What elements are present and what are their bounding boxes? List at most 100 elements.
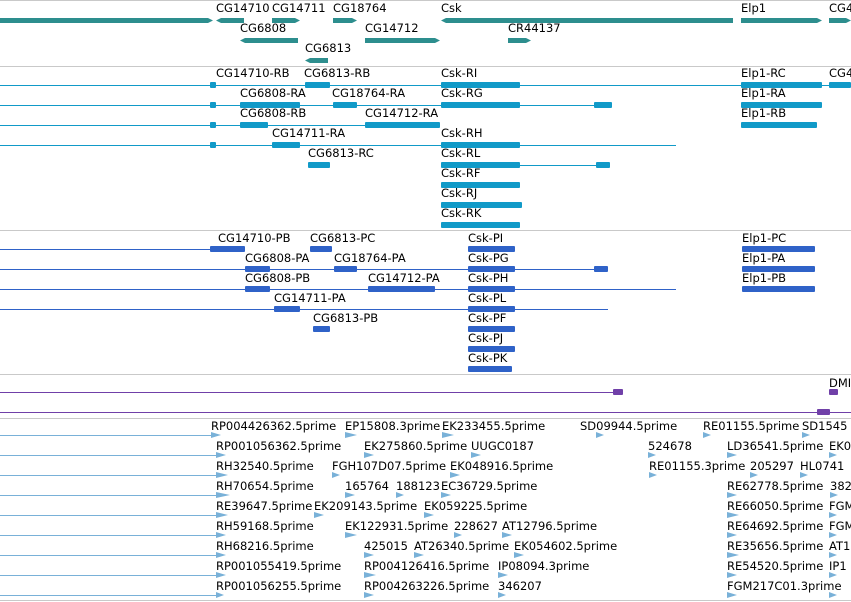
- protein-block[interactable]: [245, 286, 270, 292]
- gene-feature[interactable]: [216, 18, 244, 23]
- est-mark[interactable]: [829, 532, 837, 538]
- transcript-exon[interactable]: [441, 162, 520, 168]
- transcript-exon[interactable]: [365, 122, 440, 128]
- gene-feature[interactable]: [272, 18, 300, 23]
- gene-feature[interactable]: [508, 38, 531, 43]
- est-mark[interactable]: [829, 512, 837, 518]
- protein-block[interactable]: [310, 246, 332, 252]
- protein-block[interactable]: [468, 306, 515, 312]
- est-mark[interactable]: [649, 472, 657, 478]
- transcript-exon[interactable]: [441, 82, 520, 88]
- est-mark[interactable]: [364, 572, 376, 578]
- est-mark[interactable]: [829, 592, 837, 598]
- transcript-exon[interactable]: [210, 142, 216, 148]
- protein-block[interactable]: [210, 246, 245, 252]
- est-mark[interactable]: [829, 572, 837, 578]
- transcript-exon[interactable]: [210, 82, 216, 88]
- est-mark[interactable]: [216, 452, 226, 458]
- est-mark[interactable]: [830, 492, 838, 498]
- est-mark[interactable]: [216, 532, 226, 538]
- est-mark[interactable]: [396, 492, 404, 498]
- purple-feature-block[interactable]: [829, 389, 838, 395]
- protein-block[interactable]: [468, 326, 515, 332]
- transcript-exon[interactable]: [240, 122, 268, 128]
- est-mark[interactable]: [345, 492, 355, 498]
- transcript-exon[interactable]: [741, 122, 817, 128]
- est-mark[interactable]: [216, 592, 224, 598]
- est-mark[interactable]: [216, 512, 228, 518]
- transcript-exon[interactable]: [441, 182, 520, 188]
- protein-block[interactable]: [313, 326, 330, 332]
- est-mark[interactable]: [216, 552, 226, 558]
- est-mark[interactable]: [703, 432, 711, 438]
- gene-feature[interactable]: [741, 18, 822, 23]
- purple-feature-track[interactable]: DMI: [0, 0, 851, 418]
- purple-feature-block[interactable]: [613, 389, 623, 395]
- est-mark[interactable]: [216, 472, 228, 478]
- transcript-exon[interactable]: [210, 122, 216, 128]
- protein-block[interactable]: [274, 306, 300, 312]
- est-mark[interactable]: [727, 532, 737, 538]
- transcript-exon[interactable]: [308, 162, 330, 168]
- protein-block[interactable]: [468, 366, 512, 372]
- transcript-exon[interactable]: [596, 162, 610, 168]
- transcript-exon[interactable]: [441, 202, 522, 208]
- transcript-exon[interactable]: [441, 222, 520, 228]
- gene-feature[interactable]: [333, 18, 357, 23]
- est-mark[interactable]: [364, 552, 374, 558]
- protein-block[interactable]: [742, 266, 815, 272]
- protein-block[interactable]: [334, 266, 357, 272]
- transcript-exon[interactable]: [240, 102, 300, 108]
- gene-feature[interactable]: [441, 18, 733, 23]
- protein-block[interactable]: [742, 286, 815, 292]
- gene-feature[interactable]: [305, 58, 328, 63]
- est-mark[interactable]: [727, 512, 739, 518]
- est-mark[interactable]: [442, 432, 454, 438]
- transcript-exon[interactable]: [741, 82, 822, 88]
- gene-feature[interactable]: [365, 38, 440, 43]
- est-mark[interactable]: [441, 492, 451, 498]
- est-mark[interactable]: [727, 592, 737, 598]
- est-mark[interactable]: [802, 432, 810, 438]
- transcript-exon[interactable]: [829, 82, 851, 88]
- est-mark[interactable]: [364, 592, 374, 598]
- est-mark[interactable]: [345, 532, 357, 538]
- est-mark[interactable]: [596, 432, 604, 438]
- gene-feature[interactable]: [0, 18, 213, 23]
- est-mark[interactable]: [364, 452, 374, 458]
- est-mark[interactable]: [450, 472, 460, 478]
- transcript-exon[interactable]: [441, 102, 520, 108]
- protein-block[interactable]: [468, 246, 515, 252]
- purple-feature-block[interactable]: [817, 409, 830, 415]
- protein-block[interactable]: [468, 346, 515, 352]
- protein-block[interactable]: [368, 286, 435, 292]
- est-mark[interactable]: [414, 552, 424, 558]
- transcript-exon[interactable]: [305, 82, 330, 88]
- protein-block[interactable]: [468, 266, 515, 272]
- est-mark[interactable]: [829, 552, 837, 558]
- est-mark[interactable]: [498, 592, 506, 598]
- gene-feature[interactable]: [829, 18, 851, 23]
- est-mark[interactable]: [216, 492, 230, 498]
- transcript-exon[interactable]: [594, 102, 612, 108]
- gene-track[interactable]: CG14710 CG14711 CG18764 Csk Elp1 CG4 CG6808 CG1…: [0, 0, 851, 66]
- transcript-track[interactable]: CG14710-RB CG6813-RB Csk-RI Elp1-RC CG4 CG680…: [0, 0, 851, 230]
- est-mark[interactable]: [800, 472, 808, 478]
- est-mark[interactable]: [502, 532, 512, 538]
- protein-track[interactable]: CG14710-PB CG6813-PC Csk-PI Elp1-PC CG6808-P…: [0, 0, 851, 374]
- protein-block[interactable]: [245, 266, 270, 272]
- est-mark[interactable]: [211, 432, 221, 438]
- protein-block[interactable]: [594, 266, 608, 272]
- est-mark[interactable]: [727, 492, 737, 498]
- protein-block[interactable]: [742, 246, 815, 252]
- est-mark[interactable]: [216, 572, 226, 578]
- est-mark[interactable]: [471, 452, 481, 458]
- transcript-exon[interactable]: [741, 102, 822, 108]
- est-mark[interactable]: [727, 552, 739, 558]
- est-mark[interactable]: [750, 472, 758, 478]
- est-mark[interactable]: [345, 432, 357, 438]
- transcript-exon[interactable]: [210, 102, 216, 108]
- est-mark[interactable]: [648, 452, 656, 458]
- est-mark[interactable]: [314, 512, 324, 518]
